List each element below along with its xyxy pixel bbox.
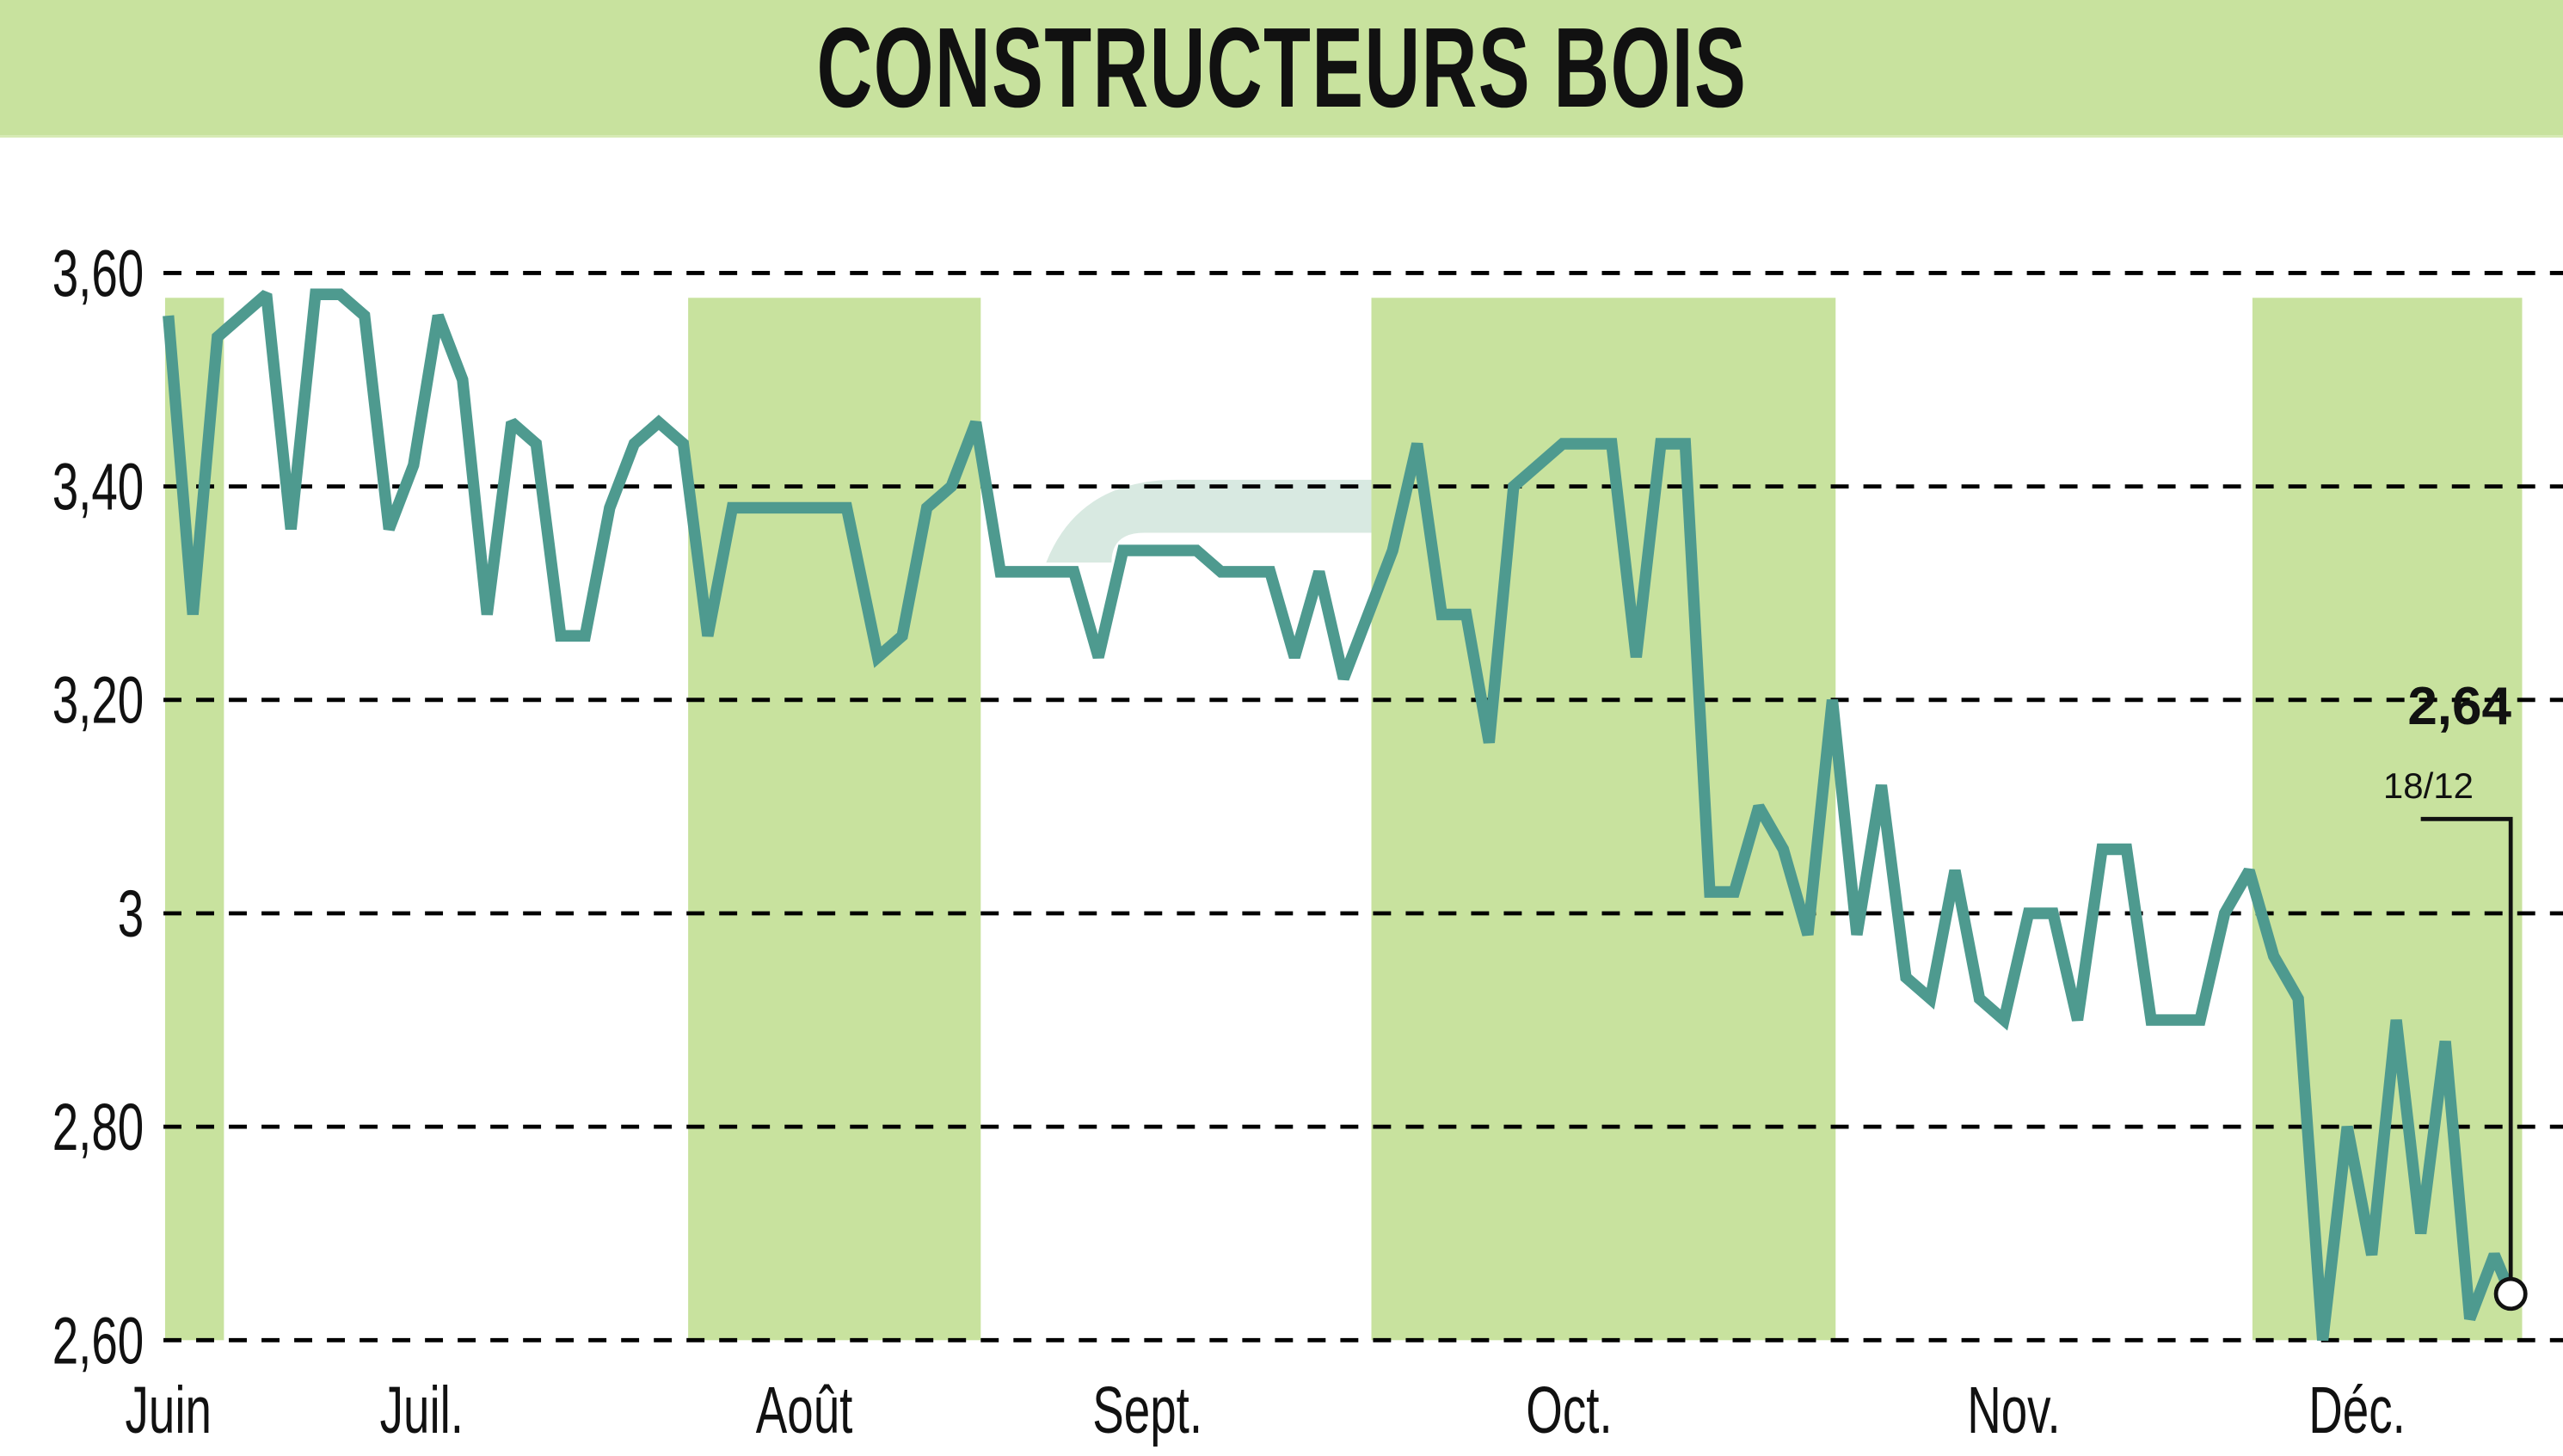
y-tick-label: 3,40	[52, 452, 144, 525]
last-date: 18/12	[2383, 765, 2474, 806]
chart-title: CONSTRUCTEURS BOIS	[816, 4, 1747, 131]
y-tick-label: 2,80	[52, 1091, 144, 1164]
y-tick-label: 3	[118, 878, 144, 951]
month-band-Juin	[164, 298, 224, 1341]
x-axis-labels: Juin Juil. Août Sept. Oct. Nov. Déc.	[126, 1374, 2406, 1447]
y-tick-label: 3,60	[52, 237, 144, 310]
month-band-Août	[688, 298, 981, 1341]
x-tick-label: Sept.	[1092, 1374, 1202, 1447]
x-tick-label: Juil.	[380, 1374, 464, 1447]
x-tick-label: Nov.	[1967, 1374, 2060, 1447]
x-tick-label: Juin	[126, 1374, 212, 1447]
y-tick-label: 3,20	[52, 665, 144, 738]
price-line	[163, 288, 2518, 1342]
x-tick-label: Août	[756, 1374, 853, 1447]
callout-leader-line	[2420, 816, 2513, 1278]
x-tick-label: Déc.	[2308, 1374, 2406, 1447]
gridlines	[163, 271, 2563, 1342]
chart-title-bar: CONSTRUCTEURS BOIS	[0, 0, 2563, 138]
y-axis-labels: 3,60 3,40 3,20 3 2,80 2,60	[52, 237, 144, 1378]
last-value: 2,64	[2407, 677, 2511, 736]
last-value-callout	[2420, 816, 2528, 1312]
last-point-marker	[2493, 1276, 2528, 1312]
x-tick-label: Oct.	[1526, 1374, 1612, 1447]
y-tick-label: 2,60	[52, 1305, 144, 1378]
